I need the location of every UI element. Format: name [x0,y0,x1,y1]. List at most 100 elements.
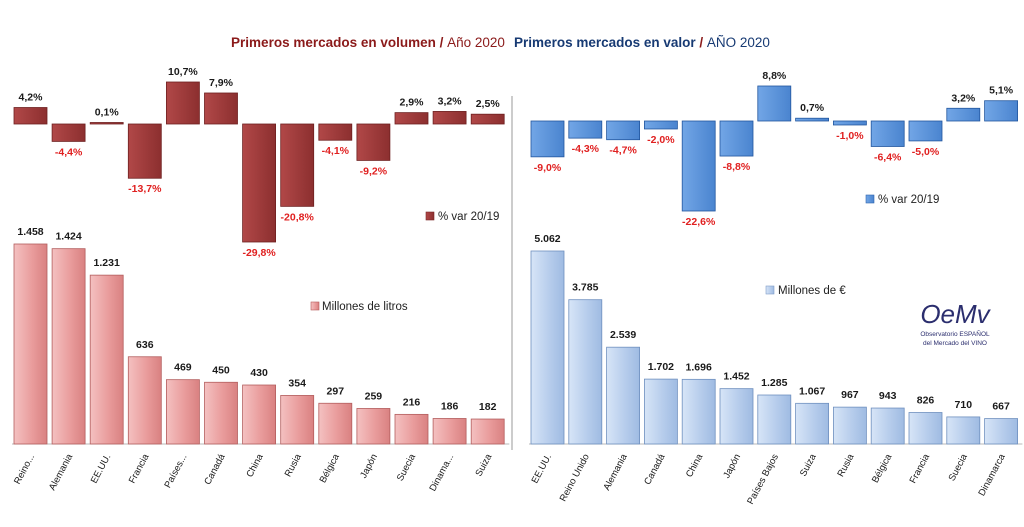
right-category-label-6: Países Bajos [745,452,781,506]
left-main-bar-5 [204,381,238,445]
right-pct-bar-9 [870,120,905,147]
right-pct-label-9: -6,4% [874,151,902,163]
left-main-label-3: 636 [136,339,154,351]
left-category-label-1: Alemania [47,452,76,493]
right-pct-label-3: -2,0% [647,134,675,146]
left-title-main: Primeros mercados en volumen [231,35,436,50]
right-main-label-10: 826 [917,395,935,407]
left-category-label-9: Japón [358,452,380,480]
left-main-label-7: 354 [288,377,306,389]
right-main-bar-2 [606,346,640,445]
left-category-label-8: Bélgica [318,452,343,485]
left-pct-bar-11 [432,111,467,125]
right-pct-bar-12 [984,100,1018,122]
left-main-label-2: 1.231 [94,257,120,269]
left-chart-title: Primeros mercados en volumen / Año 2020 [231,35,505,50]
left-pct-label-3: -13,7% [128,183,162,195]
left-pct-label-1: -4,4% [55,146,83,158]
left-pct-bar-5 [204,92,238,125]
right-category-label-3: Canadá [642,452,668,487]
left-title-year: Año 2020 [447,35,505,50]
right-main-bar-4 [681,378,716,445]
right-category-label-2: Alemania [601,452,630,493]
right-pct-label-11: 3,2% [951,92,976,104]
left-pct-label-10: 2,9% [400,97,425,109]
right-main-label-3: 1.702 [648,361,674,373]
right-pct-label-8: -1,0% [836,130,864,142]
left-category-label-4: Países... [162,452,189,490]
right-pct-bar-0 [530,120,565,158]
right-pct-label-12: 5,1% [989,85,1014,97]
right-pct-bar-8 [833,120,867,126]
right-category-label-1: Reino Unido [558,452,592,503]
right-category-label-4: China [684,452,706,480]
right-main-bar-12 [984,418,1018,445]
right-main-legend-label: Millones de € [778,285,846,297]
left-pct-label-0: 4,2% [19,92,44,104]
left-pct-bar-6 [242,123,277,243]
right-category-label-9: Bélgica [870,452,895,485]
right-pct-label-0: -9,0% [534,162,562,174]
right-main-label-2: 2.539 [610,329,636,341]
left-pct-bar-10 [394,112,429,125]
left-main-label-5: 450 [212,364,230,376]
left-pct-label-5: 7,9% [209,77,234,89]
right-main-bar-5 [719,388,754,445]
right-chart-title: Primeros mercados en valor / AÑO 2020 [514,35,770,50]
left-pct-label-12: 2,5% [476,98,501,110]
chart-marks: 4,2% 1.458 Reino... -4,4% 1.424 Alemania 0,1% 1… [12,66,1023,506]
left-pct-label-8: -4,1% [322,145,350,157]
right-main-legend: Millones de € [765,285,846,297]
left-category-label-5: Canadá [202,452,228,487]
left-pct-label-6: -29,8% [242,247,276,259]
left-pct-legend: % var 20/19 [425,211,499,223]
right-title-main: Primeros mercados en valor [514,35,696,50]
left-pct-bar-0 [13,107,48,125]
right-pct-bar-7 [795,117,829,122]
right-main-bar-10 [908,412,943,445]
oemv-logo: OeMv Observatorio ESPAÑOL del Mercado de… [920,299,991,347]
left-main-bar-8 [318,402,353,445]
left-main-bar-10 [394,413,429,445]
left-pct-label-9: -9,2% [360,165,388,177]
left-pct-bar-7 [280,123,315,207]
right-pct-bar-5 [719,120,754,157]
right-main-label-4: 1.696 [686,361,712,373]
right-pct-label-2: -4,7% [609,145,637,157]
right-main-label-6: 1.285 [761,377,787,389]
right-pct-legend-swatch [865,194,875,204]
oemv-logo-line2: del Mercado del VINO [923,340,987,347]
left-main-bar-11 [432,418,467,445]
left-main-bar-7 [280,395,315,445]
right-main-label-7: 1.067 [799,385,825,397]
right-pct-bar-6 [757,85,792,122]
right-main-bar-9 [870,407,905,445]
right-pct-label-4: -22,6% [682,216,716,228]
left-category-label-7: Rusia [283,452,304,479]
left-main-label-9: 259 [365,390,383,402]
right-main-label-8: 967 [841,389,859,401]
left-main-legend-label: Millones de litros [322,301,408,313]
left-main-bar-6 [242,384,277,445]
left-category-label-12: Suiza [473,452,494,479]
left-category-label-6: China [244,452,266,480]
left-pct-label-2: 0,1% [95,107,120,119]
right-main-bar-6 [757,394,792,445]
right-pct-bar-2 [606,120,640,141]
left-pct-bar-4 [165,81,200,125]
right-pct-bar-3 [644,120,678,130]
right-pct-label-6: 8,8% [762,70,787,82]
right-pct-label-1: -4,3% [572,143,600,155]
left-pct-bar-1 [51,123,86,142]
right-category-label-0: EE.UU. [530,452,555,485]
left-main-label-10: 216 [403,396,421,408]
left-category-label-0: Reino... [12,452,37,486]
right-main-label-5: 1.452 [723,371,749,383]
right-main-label-1: 3.785 [572,282,598,294]
right-pct-bar-1 [568,120,603,139]
right-pct-label-7: 0,7% [800,102,825,114]
left-category-label-3: Francia [127,452,152,486]
left-category-label-11: Dinama... [427,452,456,493]
left-pct-legend-label: % var 20/19 [438,211,499,223]
